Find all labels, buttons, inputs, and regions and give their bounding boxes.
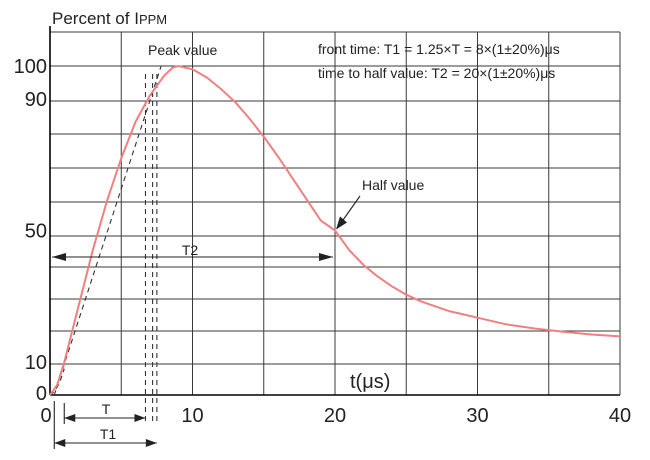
x-axis-label: t(μs) bbox=[350, 371, 390, 393]
t2-arrowhead-right bbox=[319, 253, 333, 261]
title-subscript: PPM bbox=[139, 12, 167, 27]
curves bbox=[49, 65, 621, 423]
t2-arrowhead-left bbox=[52, 253, 66, 261]
labels: 0 10 20 30 40 0 10 50 90 100 Percent of IPPM t(μs) bbox=[14, 9, 632, 427]
annotations: T2 T T1 Half value Peak value front time: T1 … bbox=[52, 41, 560, 449]
half-time-formula: time to half value: T2 = 20×(1±20%)μs bbox=[318, 65, 555, 81]
t2-label: T2 bbox=[182, 242, 199, 258]
front-time-formula: front time: T1 = 1.25×T = 8×(1±20%)μs bbox=[318, 41, 560, 57]
title-main: Percent of I bbox=[52, 9, 139, 28]
y-tick-label: 90 bbox=[25, 89, 47, 111]
current-waveform bbox=[49, 65, 621, 396]
x-tick-label: 20 bbox=[324, 405, 346, 427]
y-tick-label: 0 bbox=[36, 383, 47, 405]
t1-label: T1 bbox=[100, 426, 117, 442]
peak-value-label: Peak value bbox=[148, 42, 217, 58]
t1-arrowhead-left bbox=[54, 439, 66, 447]
y-tick-label: 100 bbox=[14, 56, 47, 78]
t-label: T bbox=[102, 401, 111, 417]
t-arrowhead-right bbox=[134, 414, 146, 422]
x-tick-label: 40 bbox=[609, 405, 631, 427]
y-tick-label: 10 bbox=[25, 352, 47, 374]
half-value-label: Half value bbox=[362, 177, 424, 193]
front-time-tangent bbox=[53, 65, 162, 396]
chart-title: Percent of IPPM bbox=[52, 9, 167, 28]
half-value-arrowhead bbox=[336, 216, 347, 230]
x-tick-label: 30 bbox=[466, 405, 488, 427]
x-tick-label: 0 bbox=[40, 405, 51, 427]
y-tick-label: 50 bbox=[25, 221, 47, 243]
grid bbox=[49, 26, 621, 396]
t-arrowhead-left bbox=[64, 414, 76, 422]
x-tick-label: 10 bbox=[181, 405, 203, 427]
t1-arrowhead-right bbox=[145, 439, 157, 447]
